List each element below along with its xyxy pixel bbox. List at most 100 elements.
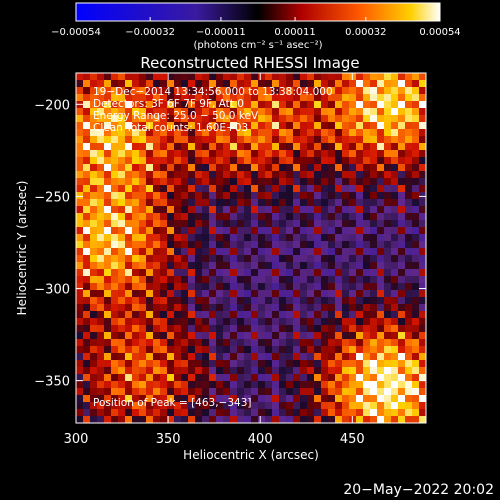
heatmap-cell	[174, 143, 182, 151]
heatmap-cell	[391, 353, 399, 361]
heatmap-cell	[321, 402, 329, 410]
heatmap-cell	[258, 318, 266, 326]
heatmap-cell	[300, 346, 308, 354]
heatmap-cell	[76, 367, 84, 375]
heatmap-cell	[174, 395, 182, 403]
heatmap-cell	[251, 157, 259, 165]
heatmap-cell	[160, 206, 168, 214]
heatmap-cell	[230, 255, 238, 263]
heatmap-cell	[223, 73, 231, 81]
heatmap-cell	[97, 318, 105, 326]
heatmap-cell	[307, 367, 315, 375]
heatmap-cell	[167, 381, 175, 389]
heatmap-cell	[167, 290, 175, 298]
heatmap-cell	[370, 213, 378, 221]
heatmap-cell	[328, 388, 336, 396]
heatmap-cell	[230, 304, 238, 312]
heatmap-cell	[97, 122, 105, 130]
heatmap-cell	[412, 143, 420, 151]
heatmap-cell	[83, 262, 91, 270]
heatmap-cell	[97, 241, 105, 249]
heatmap-cell	[216, 325, 224, 333]
heatmap-cell	[160, 157, 168, 165]
heatmap-cell	[391, 199, 399, 207]
heatmap-cell	[405, 94, 413, 102]
heatmap-cell	[335, 304, 343, 312]
heatmap-cell	[314, 171, 322, 179]
heatmap-cell	[405, 115, 413, 123]
heatmap-cell	[167, 262, 175, 270]
heatmap-cell	[370, 227, 378, 235]
heatmap-cell	[363, 388, 371, 396]
heatmap-cell	[328, 255, 336, 263]
heatmap-cell	[118, 185, 126, 193]
heatmap-cell	[412, 129, 420, 137]
heatmap-cell	[391, 129, 399, 137]
heatmap-cell	[76, 234, 84, 242]
heatmap-cell	[335, 276, 343, 284]
heatmap-cell	[286, 276, 294, 284]
heatmap-cell	[146, 381, 154, 389]
heatmap-cell	[230, 171, 238, 179]
heatmap-cell	[202, 325, 210, 333]
heatmap-cell	[83, 220, 91, 228]
heatmap-cell	[90, 87, 98, 95]
heatmap-cell	[279, 101, 287, 109]
heatmap-cell	[167, 416, 175, 424]
heatmap-cell	[335, 395, 343, 403]
heatmap-cell	[405, 304, 413, 312]
heatmap-cell	[216, 353, 224, 361]
heatmap-cell	[202, 248, 210, 256]
heatmap-cell	[76, 185, 84, 193]
heatmap-cell	[167, 87, 175, 95]
heatmap-cell	[104, 402, 112, 410]
heatmap-cell	[370, 73, 378, 81]
heatmap-cell	[300, 318, 308, 326]
heatmap-cell	[230, 80, 238, 88]
heatmap-cell	[384, 241, 392, 249]
heatmap-cell	[83, 213, 91, 221]
heatmap-cell	[230, 409, 238, 417]
heatmap-cell	[160, 213, 168, 221]
heatmap-cell	[251, 255, 259, 263]
heatmap-cell	[125, 290, 133, 298]
heatmap-cell	[111, 283, 119, 291]
heatmap-cell	[146, 311, 154, 319]
heatmap-cell	[307, 136, 315, 144]
heatmap-cell	[188, 115, 196, 123]
heatmap-cell	[384, 402, 392, 410]
heatmap-cell	[419, 395, 427, 403]
heatmap-cell	[202, 304, 210, 312]
heatmap-cell	[384, 185, 392, 193]
heatmap-cell	[272, 122, 280, 130]
heatmap-cell	[321, 143, 329, 151]
heatmap-cell	[230, 129, 238, 137]
heatmap-cell	[342, 409, 350, 417]
heatmap-cell	[412, 150, 420, 158]
heatmap-cell	[153, 94, 161, 102]
heatmap-cell	[209, 80, 217, 88]
heatmap-cell	[132, 164, 140, 172]
heatmap-cell	[167, 402, 175, 410]
heatmap-cell	[363, 87, 371, 95]
heatmap-cell	[230, 262, 238, 270]
heatmap-cell	[419, 157, 427, 165]
heatmap-cell	[223, 339, 231, 347]
heatmap-cell	[328, 360, 336, 368]
heatmap-cell	[111, 80, 119, 88]
heatmap-cell	[223, 388, 231, 396]
heatmap-cell	[111, 178, 119, 186]
heatmap-cell	[244, 395, 252, 403]
heatmap-cell	[391, 73, 399, 81]
heatmap-cell	[223, 94, 231, 102]
heatmap-cell	[356, 234, 364, 242]
heatmap-cell	[384, 367, 392, 375]
x-tick-label: 400	[248, 432, 273, 447]
heatmap-cell	[363, 332, 371, 340]
heatmap-cell	[97, 178, 105, 186]
heatmap-cell	[174, 73, 182, 81]
heatmap-cell	[300, 115, 308, 123]
heatmap-cell	[307, 199, 315, 207]
heatmap-cell	[104, 101, 112, 109]
heatmap-cell	[209, 241, 217, 249]
